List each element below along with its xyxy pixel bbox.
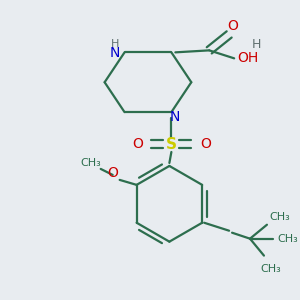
Text: CH₃: CH₃ [278, 234, 298, 244]
Text: O: O [107, 166, 118, 180]
Text: N: N [110, 46, 120, 60]
Text: CH₃: CH₃ [269, 212, 290, 222]
Text: O: O [200, 137, 211, 151]
Text: O: O [228, 20, 238, 33]
Text: O: O [132, 137, 143, 151]
Text: N: N [169, 110, 180, 124]
Text: CH₃: CH₃ [80, 158, 101, 168]
Text: CH₃: CH₃ [261, 264, 281, 274]
Text: S: S [166, 136, 177, 152]
Text: OH: OH [238, 51, 259, 65]
Text: H: H [110, 39, 119, 50]
Text: H: H [251, 38, 261, 51]
